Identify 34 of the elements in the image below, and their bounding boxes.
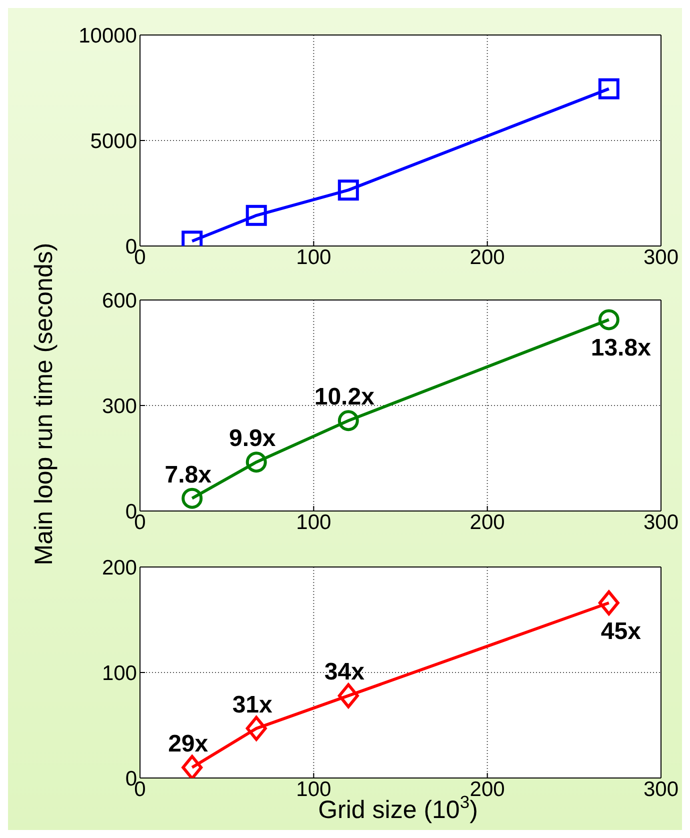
- annotation: 10.2x: [314, 384, 376, 411]
- point: [182, 488, 203, 509]
- point: [338, 180, 359, 201]
- y-tick-label: 600: [102, 289, 137, 312]
- x-tick-label: 100: [296, 246, 332, 269]
- point: [246, 452, 267, 473]
- y-tick-label: 10000: [78, 24, 137, 48]
- point: [598, 78, 620, 100]
- annotation: 45x: [600, 618, 642, 645]
- annotation: 7.8x: [164, 461, 212, 488]
- point: [182, 754, 203, 778]
- y-tick-label: 200: [102, 556, 137, 580]
- x-tick-label: 100: [296, 510, 332, 534]
- y-tick-label: 300: [102, 394, 137, 418]
- annotation: 13.8x: [590, 334, 652, 362]
- point: [246, 204, 267, 226]
- x-tick-label: 200: [470, 510, 505, 534]
- annotation: 34x: [324, 658, 366, 686]
- y-tick-label: 100: [102, 662, 137, 685]
- x-tick-label: 300: [643, 778, 679, 801]
- x-tick-label: 200: [470, 246, 505, 269]
- y-tick-label: 5000: [90, 130, 137, 153]
- point: [338, 410, 359, 432]
- y-axis-title: Main loop run time (seconds): [30, 242, 58, 566]
- point: [246, 716, 267, 741]
- annotation: 9.9x: [228, 425, 276, 452]
- annotation: 29x: [168, 730, 209, 758]
- point: [598, 590, 620, 616]
- x-tick-label: 200: [470, 778, 505, 801]
- x-tick-label: 300: [643, 510, 679, 534]
- annotation: 31x: [232, 691, 274, 718]
- point: [338, 683, 359, 708]
- point: [598, 309, 620, 330]
- x-tick-label: 300: [643, 246, 679, 269]
